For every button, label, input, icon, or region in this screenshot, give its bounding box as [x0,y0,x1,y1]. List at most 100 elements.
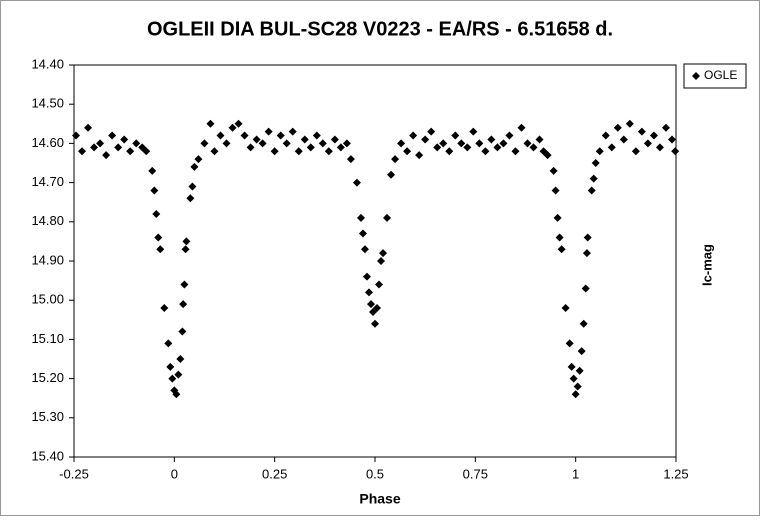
data-point [360,245,369,254]
data-point [358,229,367,238]
data-point [415,151,424,160]
y-tick-label: 15.40 [31,448,64,463]
data-point [270,147,279,156]
data-point [120,135,129,144]
data-point [463,143,472,152]
data-point [511,147,520,156]
data-point [72,131,81,140]
data-point [375,280,384,289]
data-point [571,390,580,399]
data-point [330,135,339,144]
data-point [379,249,388,258]
data-point [637,127,646,136]
data-point [619,135,628,144]
data-point [168,374,177,383]
y-tick-label: 15.20 [31,370,64,385]
data-point [551,186,560,195]
data-point [176,355,185,363]
data-point [102,151,111,160]
data-point [543,151,552,160]
data-point [475,139,484,148]
data-point [318,139,327,148]
data-point [573,382,582,391]
data-point [577,347,586,356]
data-point [126,147,135,156]
data-point [387,170,396,179]
data-point [132,139,141,148]
y-tick-label: 15.00 [31,292,64,307]
data-point [557,245,566,254]
data-point [222,139,231,148]
data-point [601,131,610,140]
data-point [409,131,418,140]
x-tick-label: 0 [171,466,178,481]
data-point [312,131,321,140]
data-point [457,139,466,148]
data-point [142,147,151,156]
data-point [190,162,199,171]
data-point [216,131,225,140]
data-point [549,166,558,175]
data-point [565,339,574,348]
data-point [240,131,249,140]
data-point [371,319,379,328]
data-point [276,131,285,140]
data-point [346,155,355,164]
x-tick-label: 1.25 [663,466,688,481]
data-point [324,147,333,156]
data-point [595,147,604,156]
data-point [352,178,361,187]
data-point [583,233,592,242]
data-point [582,249,591,258]
data-point [252,135,261,144]
data-point [152,209,161,218]
data-point [194,155,203,164]
data-point [523,139,532,148]
data-point [228,123,237,132]
plot-area [73,64,677,458]
y-tick-label: 14.90 [31,252,64,267]
data-point [186,194,195,203]
legend-marker [692,72,700,80]
data-point [403,147,412,156]
data-point [206,119,215,128]
data-point [154,233,163,242]
data-point [294,147,303,156]
x-tick-label: 0.25 [262,466,287,481]
x-tick-label: 0.5 [366,466,384,481]
data-point [264,127,273,136]
data-point [433,143,442,152]
data-point [505,131,514,140]
data-point [421,135,430,144]
data-point [579,319,588,328]
data-point [391,155,400,164]
data-point [300,135,309,144]
data-point [148,166,157,175]
y-tick-label: 14.40 [31,56,64,71]
data-point [234,119,243,128]
data-point [567,362,576,371]
data-point [179,300,188,309]
data-point [649,131,658,140]
data-point [84,123,93,132]
data-point [164,339,173,348]
data-point [451,131,460,140]
data-point [174,370,183,379]
data-point [96,139,105,148]
data-point [306,143,315,152]
data-point [671,147,680,156]
y-tick-label: 14.80 [31,213,64,228]
y-tick-label: 14.50 [31,96,64,111]
y-axis-label: Ic-mag [699,244,714,286]
data-point [607,143,616,152]
data-point [383,213,392,222]
data-point [587,186,596,195]
data-point [445,147,454,156]
data-point [439,139,448,148]
data-point [529,143,538,152]
data-point [655,143,664,152]
data-point [661,123,670,132]
data-point [517,123,526,132]
data-point [78,147,87,156]
data-point [90,143,99,152]
